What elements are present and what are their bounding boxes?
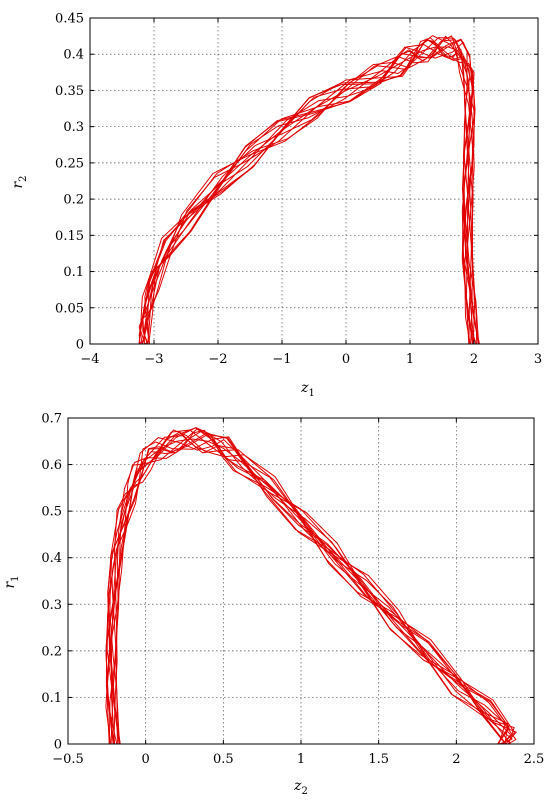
trajectory-line	[143, 46, 475, 345]
chart-top-traces	[138, 35, 480, 345]
trajectory-line	[143, 44, 479, 345]
x-tick-label: 1.5	[368, 752, 389, 767]
chart-top-ylabel: r2	[10, 175, 29, 188]
trajectory-line	[138, 37, 479, 345]
y-tick-label: 0.3	[41, 598, 62, 613]
trajectory-line	[105, 427, 506, 745]
chart-bottom-traces	[105, 427, 517, 745]
y-tick-label: 0.5	[41, 505, 62, 520]
trajectory-line	[138, 38, 480, 345]
chart-top-xlabel-sub: 1	[309, 388, 315, 399]
chart-bottom-xlabel: z2	[293, 778, 308, 797]
trajectory-line	[106, 429, 507, 745]
chart-bottom-xlabel-main: z	[293, 778, 302, 794]
chart-bottom-ylabel-sub: 1	[10, 575, 21, 581]
trajectory-line	[144, 35, 475, 345]
y-tick-label: 0.7	[41, 412, 62, 427]
chart-top-yticks: 0 0.05 0.1 0.15 0.2 0.25 0.3 0.35 0.4 0.45	[55, 12, 538, 353]
x-tick-label: 0	[342, 352, 350, 367]
x-tick-label: −1	[272, 352, 291, 367]
y-tick-label: 0.2	[63, 193, 84, 208]
trajectory-line	[107, 432, 510, 745]
chart-top-xlabel: z1	[300, 380, 315, 399]
trajectory-line	[111, 430, 516, 745]
x-tick-label: 0	[142, 752, 150, 767]
y-tick-label: 0.1	[41, 691, 62, 706]
chart-bottom-xticks: −0.5 0 0.5 1 1.5 2 2.5	[52, 418, 544, 767]
trajectory-line	[145, 35, 478, 345]
y-tick-label: 0.1	[63, 265, 84, 280]
y-tick-label: 0.4	[41, 551, 62, 566]
y-tick-label: 0.15	[55, 229, 84, 244]
chart-top-xticks: −4 −3 −2 −1 0 1 2 3	[80, 18, 542, 367]
y-tick-label: 0	[76, 338, 84, 353]
trajectory-line	[142, 38, 476, 345]
trajectory-line	[105, 427, 507, 745]
trajectory-line	[142, 39, 476, 345]
x-tick-label: −3	[144, 352, 163, 367]
chart-bottom-yticks: 0 0.1 0.2 0.3 0.4 0.5 0.6 0.7	[41, 412, 534, 753]
y-tick-label: 0.2	[41, 644, 62, 659]
x-tick-label: 0.5	[213, 752, 234, 767]
y-tick-label: 0.35	[55, 84, 84, 99]
y-tick-label: 0	[54, 738, 62, 753]
y-tick-label: 0.6	[41, 458, 62, 473]
chart-top-xlabel-main: z	[300, 380, 309, 396]
y-tick-label: 0.05	[55, 301, 84, 316]
trajectory-line	[105, 437, 509, 745]
y-tick-label: 0.25	[55, 156, 84, 171]
trajectory-line	[147, 39, 475, 345]
trajectory-line	[139, 39, 480, 345]
trajectory-line	[142, 37, 480, 345]
x-tick-label: 1	[297, 752, 305, 767]
x-tick-label: 2	[470, 352, 478, 367]
chart-bottom-ylabel: r1	[2, 575, 21, 588]
x-tick-label: 1	[406, 352, 414, 367]
trajectory-line	[105, 436, 506, 745]
y-tick-label: 0.4	[63, 48, 84, 63]
chart-top-ylabel-sub: 2	[18, 175, 29, 181]
x-tick-label: 3	[534, 352, 542, 367]
chart-top-frame	[89, 17, 539, 345]
y-tick-label: 0.45	[55, 12, 84, 27]
chart-top-ylabel-main: r	[10, 181, 26, 189]
trajectory-line	[106, 427, 512, 745]
x-tick-label: −0.5	[52, 752, 84, 767]
chart-bottom: −0.5 0 0.5 1 1.5 2 2.5 00.10.20.30.40.50.60.7 …	[2, 412, 544, 798]
y-tick-label: 0.3	[63, 120, 84, 135]
chart-top: −4 −3 −2 −1 0 1 2 3 00.050.10.150.20.250.30.350…	[10, 12, 542, 400]
trajectory-line	[109, 431, 517, 745]
chart-bottom-ylabel-main: r	[2, 581, 18, 589]
trajectory-line	[109, 429, 513, 745]
trajectory-line	[139, 41, 478, 345]
trajectory-line	[140, 39, 477, 345]
x-tick-label: 2	[452, 752, 460, 767]
x-tick-label: −4	[80, 352, 99, 367]
trajectory-line	[111, 438, 512, 745]
x-tick-label: 2.5	[524, 752, 545, 767]
chart-bottom-grid	[68, 418, 534, 744]
chart-bottom-xlabel-sub: 2	[302, 786, 308, 797]
x-tick-label: −2	[208, 352, 227, 367]
trajectory-line	[138, 35, 480, 345]
